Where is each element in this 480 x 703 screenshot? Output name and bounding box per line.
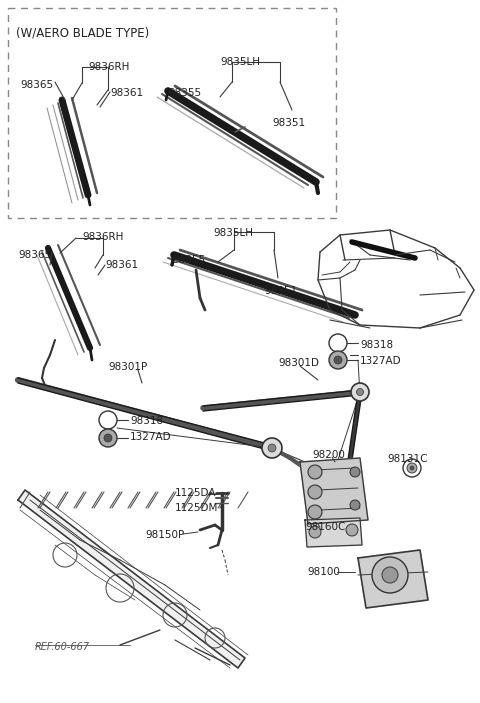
Circle shape [357, 389, 363, 396]
Text: (W/AERO BLADE TYPE): (W/AERO BLADE TYPE) [16, 27, 149, 40]
Polygon shape [300, 458, 368, 524]
Circle shape [308, 505, 322, 519]
Circle shape [308, 465, 322, 479]
Circle shape [268, 444, 276, 452]
Polygon shape [305, 518, 362, 547]
Text: 98100: 98100 [307, 567, 340, 577]
Text: 9836RH: 9836RH [82, 232, 123, 242]
Polygon shape [358, 550, 428, 608]
Text: 98160C: 98160C [305, 522, 346, 532]
Circle shape [99, 429, 117, 447]
Text: 1327AD: 1327AD [360, 356, 402, 366]
Circle shape [329, 351, 347, 369]
Text: 98361: 98361 [105, 260, 138, 270]
Text: 98365: 98365 [18, 250, 51, 260]
Text: 9836RH: 9836RH [88, 62, 130, 72]
Text: REF.60-667: REF.60-667 [35, 642, 90, 652]
Circle shape [104, 434, 112, 442]
Bar [8, 8, 336, 218]
Circle shape [309, 526, 321, 538]
Text: 98131C: 98131C [387, 454, 428, 464]
Circle shape [308, 485, 322, 499]
Text: 1125DA: 1125DA [175, 488, 216, 498]
Text: 9835LH: 9835LH [220, 57, 260, 67]
Circle shape [262, 438, 282, 458]
Circle shape [346, 524, 358, 536]
Circle shape [350, 467, 360, 477]
Text: 98355: 98355 [172, 255, 205, 265]
Circle shape [382, 567, 398, 583]
Text: 98351: 98351 [264, 286, 297, 296]
Text: 98301P: 98301P [108, 362, 147, 372]
Text: 1125DM: 1125DM [175, 503, 218, 513]
Circle shape [350, 500, 360, 510]
Text: 98150P: 98150P [145, 530, 184, 540]
Text: 98361: 98361 [110, 88, 143, 98]
Text: 1327AD: 1327AD [130, 432, 172, 442]
Circle shape [372, 557, 408, 593]
Text: 98318: 98318 [130, 416, 163, 426]
Circle shape [407, 463, 417, 473]
Text: 98365: 98365 [20, 80, 53, 90]
Text: 98355: 98355 [168, 88, 201, 98]
Text: 98200: 98200 [312, 450, 345, 460]
Circle shape [410, 466, 414, 470]
Text: 9835LH: 9835LH [213, 228, 253, 238]
Polygon shape [18, 490, 245, 668]
Text: 98318: 98318 [360, 340, 393, 350]
Circle shape [334, 356, 342, 364]
Text: 98351: 98351 [272, 118, 305, 128]
Text: 98301D: 98301D [278, 358, 319, 368]
Circle shape [351, 383, 369, 401]
